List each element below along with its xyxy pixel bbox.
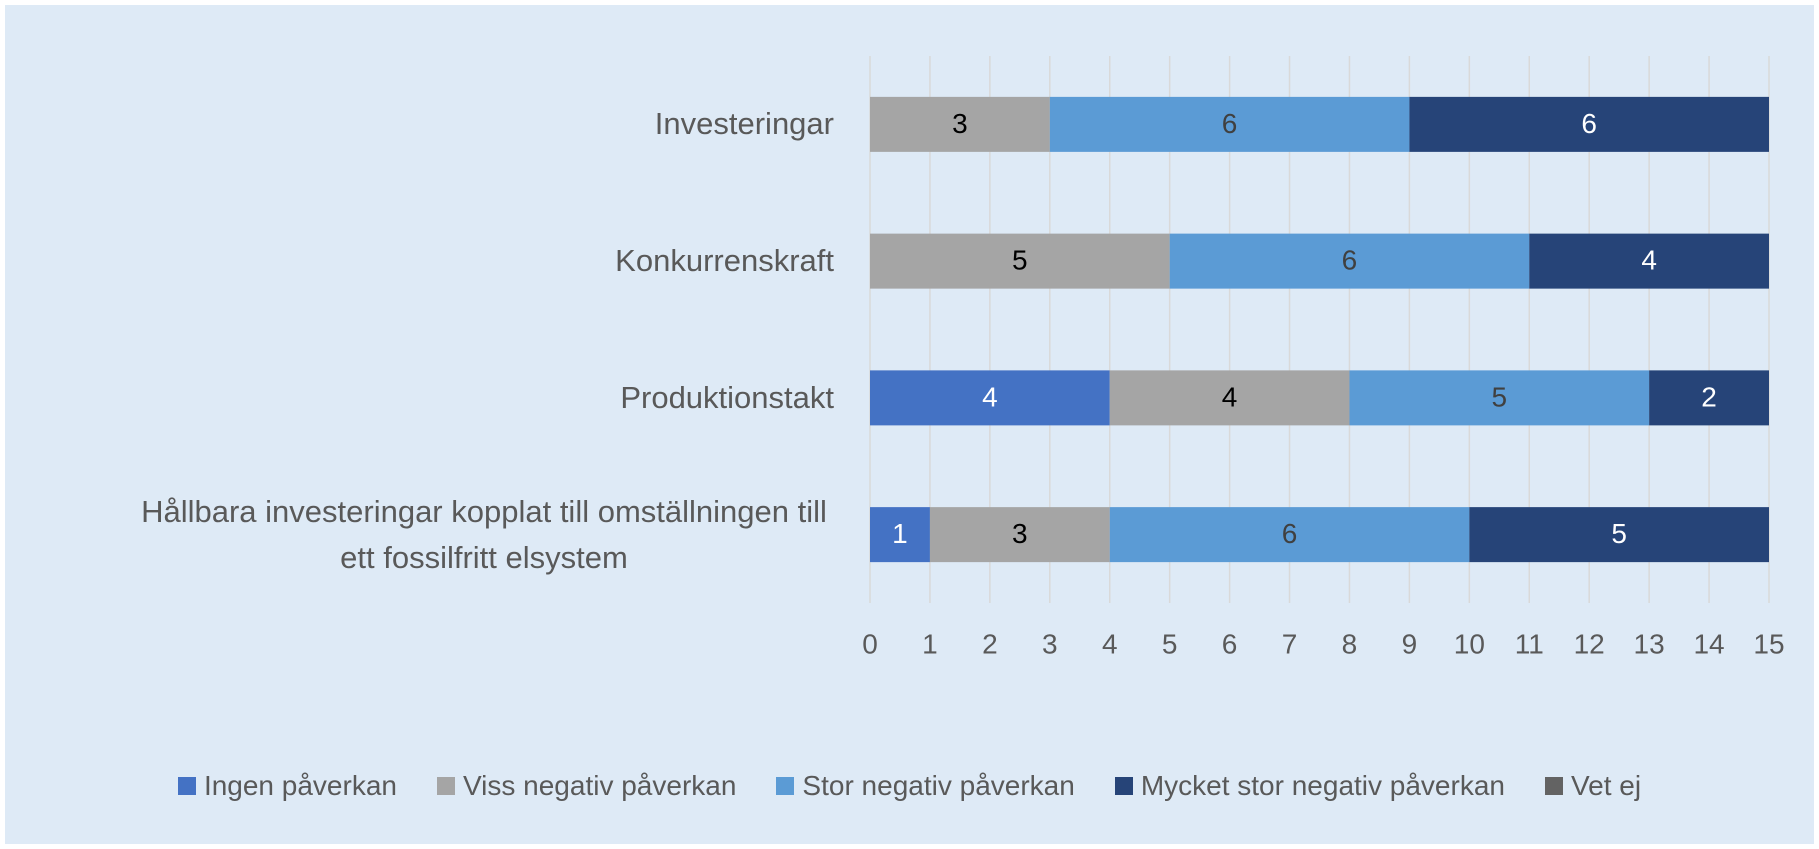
x-tick-label: 3 xyxy=(1042,628,1058,659)
legend-item: Stor negativ påverkan xyxy=(776,770,1075,802)
legend-swatch xyxy=(177,777,196,795)
legend-item: Vet ej xyxy=(1544,770,1642,802)
x-tick-label: 15 xyxy=(1753,628,1784,659)
bar-segment xyxy=(1529,233,1769,289)
data-label: 5 xyxy=(1611,518,1627,549)
x-tick-label: 10 xyxy=(1454,628,1485,659)
x-tick-label: 4 xyxy=(1102,628,1118,659)
legend-label: Ingen påverkan xyxy=(203,770,397,801)
category-label: Investeringar xyxy=(654,106,834,142)
bar-segment xyxy=(1169,233,1530,289)
legend-label: Vet ej xyxy=(1570,770,1642,801)
x-tick-label: 9 xyxy=(1402,628,1418,659)
x-tick-label: 7 xyxy=(1282,628,1298,659)
x-tick-label: 0 xyxy=(862,628,878,659)
bar-segment xyxy=(870,233,1170,289)
data-label: 6 xyxy=(1282,518,1298,549)
legend-item: Ingen påverkan xyxy=(177,770,397,802)
legend-swatch xyxy=(776,777,795,795)
x-tick-label: 11 xyxy=(1515,628,1544,659)
bar-segment xyxy=(1469,507,1769,563)
bar-segment xyxy=(1049,96,1410,152)
category-label: Hållbara investeringar kopplat till omst… xyxy=(141,493,827,575)
bar-segment xyxy=(1649,370,1769,426)
legend-label: Stor negativ påverkan xyxy=(802,770,1075,801)
data-label: 6 xyxy=(1222,108,1238,139)
data-label: 4 xyxy=(1641,245,1657,276)
data-label: 5 xyxy=(1012,245,1028,276)
data-label: 3 xyxy=(1012,518,1028,549)
data-label: 1 xyxy=(892,518,908,549)
x-tick-label: 6 xyxy=(1222,628,1238,659)
legend: Ingen påverkan Viss negativ påverkan Stor … xyxy=(0,770,1819,802)
data-label: 6 xyxy=(1581,108,1597,139)
x-tick-label: 12 xyxy=(1574,628,1605,659)
bar-segment xyxy=(1409,96,1769,152)
x-tick-label: 14 xyxy=(1693,628,1724,659)
data-label: 3 xyxy=(952,108,968,139)
bar-segment xyxy=(870,370,1110,426)
bar-segment xyxy=(1109,370,1350,426)
data-label: 2 xyxy=(1701,381,1717,412)
category-label: Konkurrenskraft xyxy=(615,243,834,279)
bar-segment xyxy=(1109,507,1470,563)
legend-swatch xyxy=(1544,777,1563,795)
bar-segment xyxy=(870,96,1050,152)
legend-swatch xyxy=(436,777,455,795)
legend-label: Viss negativ påverkan xyxy=(462,770,737,801)
category-label: Produktionstakt xyxy=(620,379,834,415)
bar-segment xyxy=(929,507,1110,563)
x-tick-label: 1 xyxy=(922,628,938,659)
data-label: 6 xyxy=(1342,245,1358,276)
x-tick-label: 13 xyxy=(1634,628,1665,659)
x-tick-label: 8 xyxy=(1342,628,1358,659)
legend-item: Viss negativ påverkan xyxy=(436,770,737,802)
data-label: 5 xyxy=(1492,381,1508,412)
legend-item: Mycket stor negativ påverkan xyxy=(1114,770,1505,802)
data-label: 4 xyxy=(1222,381,1238,412)
bar-segment xyxy=(870,507,930,563)
legend-label: Mycket stor negativ påverkan xyxy=(1140,770,1505,801)
x-tick-label: 5 xyxy=(1162,628,1178,659)
x-tick-label: 2 xyxy=(982,628,998,659)
bar-segment xyxy=(1349,370,1650,426)
legend-swatch xyxy=(1114,777,1133,795)
data-label: 4 xyxy=(982,381,998,412)
